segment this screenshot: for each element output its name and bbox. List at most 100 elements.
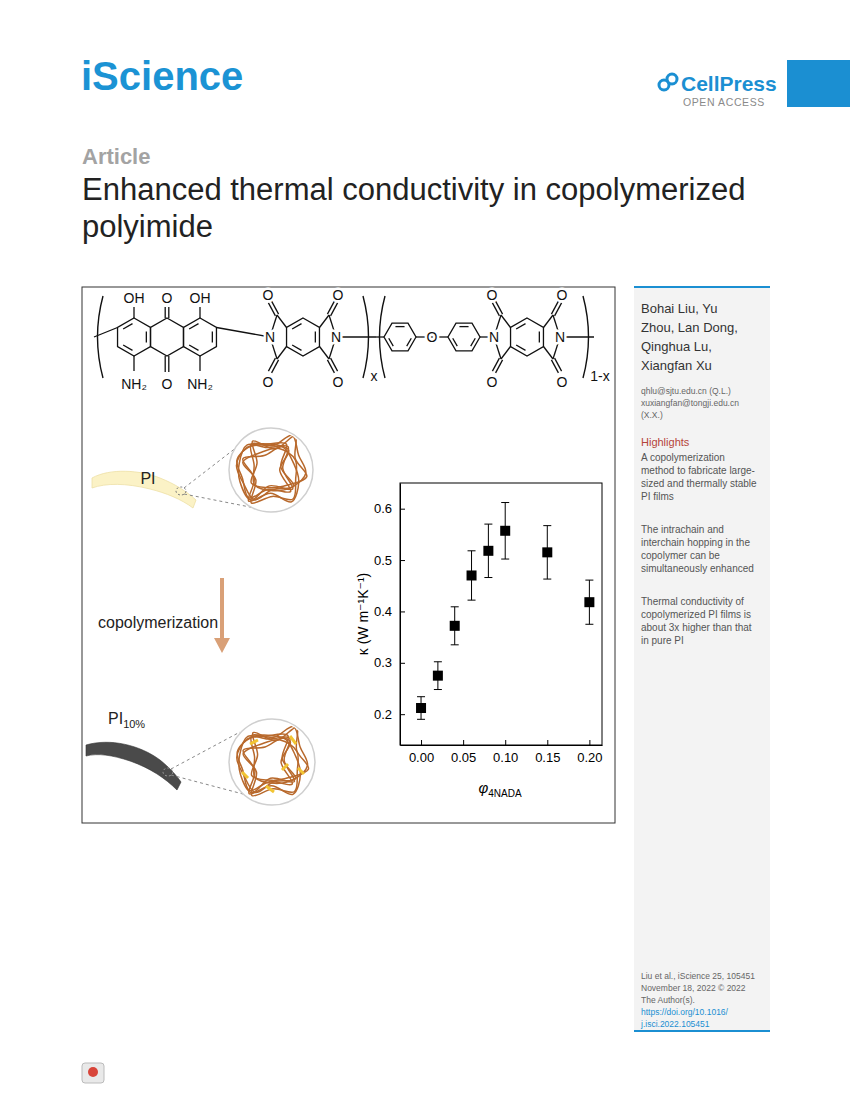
- bond: [199, 307, 200, 318]
- error-bar: [484, 524, 492, 577]
- process-label: copolymerization: [98, 614, 218, 631]
- crosslink: [290, 736, 296, 744]
- data-point: [500, 526, 510, 536]
- zoom-circle: [229, 428, 313, 512]
- sidebar-background: [634, 287, 770, 1031]
- x-tick: 0.10: [493, 740, 518, 765]
- label-main: PI: [108, 710, 123, 727]
- icon-box: [82, 1063, 104, 1083]
- plot-marks: [416, 503, 594, 720]
- x-tick-label: 0.00: [409, 750, 434, 765]
- logo-ring: [667, 74, 677, 84]
- y-axis-title: κ (W m⁻¹K⁻¹): [355, 573, 371, 655]
- atom-label: NH₂: [121, 376, 147, 392]
- atom-label: O: [557, 374, 568, 390]
- arrow-head: [214, 638, 230, 653]
- doi-line: j.isci.2022.105451: [640, 1019, 710, 1029]
- polymer-chain: [237, 734, 296, 793]
- email-line: xuxiangfan@tongji.edu.cn: [641, 398, 739, 408]
- ring: [384, 323, 416, 351]
- bracket: [583, 296, 589, 378]
- crosslink: [282, 764, 288, 770]
- bond: [165, 307, 166, 318]
- article-title: polyimide: [82, 209, 213, 244]
- polymer-chains: [236, 435, 306, 503]
- bond: [336, 336, 376, 337]
- x-tick-label: 0.05: [451, 750, 476, 765]
- author-line: Bohai Liu, Yu: [641, 301, 717, 316]
- author-line: Qinghua Lu,: [641, 339, 712, 354]
- x-tick-mark: [547, 740, 548, 745]
- bond: [516, 324, 525, 329]
- bond: [123, 345, 132, 350]
- atom-label: OH: [124, 290, 145, 306]
- error-bar: [585, 580, 593, 624]
- x-tick-mark: [463, 740, 464, 745]
- error-bar: [501, 503, 509, 560]
- illustration: [86, 428, 315, 805]
- bond: [389, 338, 394, 346]
- bond: [133, 356, 134, 371]
- y-tick-mark: [400, 714, 405, 715]
- atom-label: O: [333, 287, 344, 303]
- bond: [539, 332, 540, 343]
- x-tick-label: 0.10: [493, 750, 518, 765]
- ring: [184, 318, 217, 356]
- y-tick-mark: [400, 611, 405, 612]
- atom-label: O: [162, 290, 173, 306]
- bond: [551, 301, 558, 314]
- x-tick-mark: [505, 740, 506, 745]
- highlight-line: Thermal conductivity of: [641, 596, 744, 607]
- bracket: [363, 296, 369, 378]
- icon-dot: [88, 1067, 98, 1077]
- bond: [133, 307, 134, 318]
- highlight-line: sized and thermally stable: [641, 478, 757, 489]
- bond: [501, 315, 511, 328]
- bond: [492, 303, 499, 316]
- data-point: [433, 671, 443, 681]
- highlight-line: A copolymerization: [641, 452, 725, 463]
- x-tick: 0.15: [535, 740, 560, 765]
- bond: [123, 324, 132, 329]
- citation-line: The Author(s).: [641, 995, 695, 1005]
- x-title-symbol: φ: [478, 779, 488, 796]
- atom-label: 1-x: [590, 368, 609, 384]
- background: [0, 0, 850, 1105]
- atom-label: OH: [190, 290, 211, 306]
- ring: [287, 318, 320, 356]
- author-line: Xiangfan Xu: [641, 358, 712, 373]
- chemical-structure: [94, 296, 594, 378]
- publisher-logo: [659, 74, 677, 90]
- arrow-shaft: [220, 578, 224, 640]
- atom-label: N: [265, 329, 275, 345]
- y-tick-mark: [400, 560, 405, 561]
- bond: [407, 338, 412, 346]
- bond: [199, 356, 200, 371]
- x-tick-mark: [421, 740, 422, 745]
- bond: [555, 358, 562, 371]
- atom-label: N: [489, 329, 499, 345]
- bond: [555, 303, 562, 316]
- highlight-line: copolymer can be: [641, 550, 720, 561]
- bond: [331, 358, 338, 371]
- y-tick-label: 0.2: [374, 707, 392, 722]
- bond: [320, 315, 330, 328]
- film-label: PI10%: [108, 710, 145, 730]
- bond: [471, 338, 476, 346]
- atom-label: x: [371, 368, 378, 384]
- x-tick-label: 0.20: [577, 750, 602, 765]
- bond: [492, 358, 499, 371]
- bond: [501, 347, 511, 360]
- article-title: Enhanced thermal conductivity in copolym…: [82, 172, 745, 207]
- crosslink: [242, 772, 248, 778]
- email-line: qhlu@sjtu.edu.cn (Q.L.): [641, 386, 731, 396]
- page: iScienceCellPressOPEN ACCESSArticleEnhan…: [0, 0, 850, 1105]
- bond: [189, 324, 198, 329]
- bond: [212, 332, 213, 343]
- bond: [376, 336, 384, 337]
- polymer-chain: [243, 740, 298, 796]
- publisher: CellPress: [681, 72, 777, 95]
- bond: [146, 332, 147, 343]
- film-label: PI: [140, 470, 155, 487]
- x-tick-label: 0.15: [535, 750, 560, 765]
